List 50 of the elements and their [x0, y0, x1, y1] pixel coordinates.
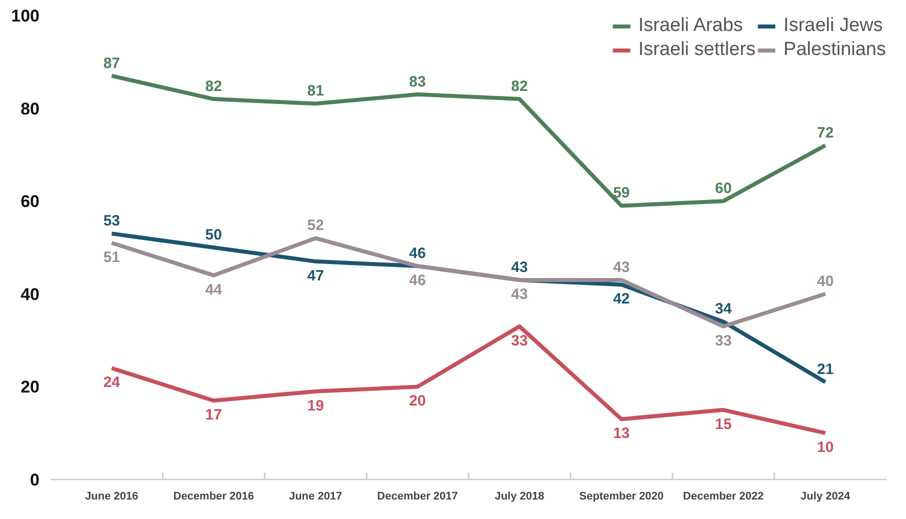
x-tick-label: June 2016 — [85, 490, 138, 502]
y-tick-label: 0 — [30, 470, 40, 490]
data-label: 21 — [816, 361, 834, 378]
y-tick-label: 100 — [11, 6, 40, 26]
y-tick-label: 40 — [20, 284, 40, 304]
data-label: 43 — [511, 258, 528, 276]
x-tick-label: September 2020 — [579, 490, 664, 502]
y-tick-label: 80 — [20, 99, 40, 118]
y-tick-label: 60 — [20, 192, 40, 212]
data-label: 44 — [205, 281, 223, 298]
data-label: 13 — [613, 425, 630, 442]
data-label: 19 — [307, 397, 324, 414]
data-label: 43 — [511, 286, 528, 303]
data-label: 43 — [613, 258, 630, 276]
legend-label: Israeli Jews — [784, 15, 883, 37]
legend-label: Israeli Arabs — [638, 15, 743, 37]
data-label: 46 — [409, 272, 426, 290]
legend-label: Palestinians — [784, 39, 886, 61]
data-label: 50 — [205, 226, 222, 244]
y-tick-label: 20 — [20, 378, 40, 397]
data-label: 33 — [715, 332, 732, 350]
data-label: 82 — [511, 78, 528, 96]
data-label: 42 — [613, 290, 630, 308]
data-label: 15 — [715, 416, 732, 433]
data-label: 33 — [511, 332, 528, 350]
data-label: 53 — [103, 212, 120, 230]
data-label: 51 — [103, 248, 120, 266]
legend-label: Israeli settlers — [638, 39, 756, 61]
x-tick-label: December 2022 — [683, 490, 764, 502]
data-label: 59 — [613, 184, 630, 202]
data-label: 82 — [205, 78, 222, 96]
data-label: 81 — [307, 82, 324, 100]
data-label: 20 — [409, 392, 426, 410]
x-tick-label: July 2018 — [494, 490, 544, 502]
data-label: 60 — [715, 180, 732, 198]
data-label: 46 — [409, 245, 426, 262]
x-tick-label: December 2017 — [377, 490, 458, 502]
data-label: 17 — [205, 406, 222, 424]
x-tick-label: December 2016 — [173, 490, 254, 502]
data-label: 72 — [816, 124, 834, 142]
data-label: 47 — [307, 267, 324, 284]
data-label: 10 — [816, 439, 834, 456]
data-label: 52 — [307, 217, 324, 234]
x-tick-label: June 2017 — [288, 490, 342, 502]
data-label: 34 — [715, 300, 732, 318]
data-label: 87 — [103, 54, 120, 72]
data-label: 83 — [409, 73, 426, 90]
data-label: 40 — [816, 272, 834, 290]
data-label: 24 — [103, 374, 121, 392]
x-tick-label: July 2024 — [800, 490, 851, 502]
